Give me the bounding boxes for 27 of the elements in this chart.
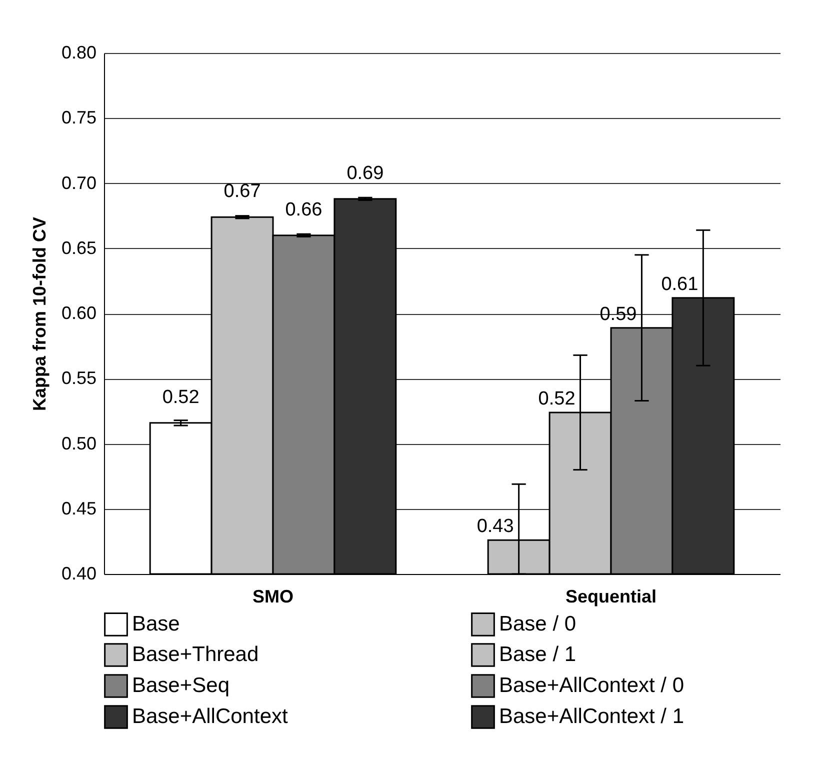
data-label: 0.69: [346, 162, 384, 184]
data-label: 0.52: [162, 386, 200, 408]
y-tick-label: 0.45: [61, 498, 96, 518]
legend-label: Base / 1: [499, 643, 576, 666]
legend-label: Base+AllContext: [132, 705, 288, 728]
y-tick-label: 0.80: [61, 42, 96, 62]
legend-label: Base+AllContext / 0: [499, 674, 684, 697]
y-tick-label: 0.50: [61, 433, 96, 454]
x-tick-label: SMO: [252, 586, 294, 606]
y-tick-label: 0.70: [61, 172, 96, 193]
y-tick-label: 0.55: [61, 368, 96, 388]
legend-label: Base+Seq: [132, 674, 230, 697]
legend-label: Base: [132, 612, 180, 636]
data-label: 0.43: [476, 516, 514, 538]
legend-label: Base+AllContext / 1: [499, 705, 684, 728]
legend-label: Base / 0: [499, 612, 576, 636]
data-label: 0.52: [538, 388, 576, 410]
data-label: 0.61: [661, 274, 698, 295]
data-label: 0.66: [285, 199, 322, 220]
y-axis-title: Kappa from 10-fold CV: [29, 216, 50, 412]
y-tick-label: 0.40: [61, 564, 96, 584]
data-label: 0.67: [224, 181, 261, 202]
y-tick-label: 0.65: [61, 238, 96, 258]
legend-label: Base+Thread: [132, 643, 259, 666]
y-tick-label: 0.60: [61, 303, 96, 323]
y-tick-label: 0.75: [61, 108, 96, 128]
x-tick-label: Sequential: [565, 586, 657, 606]
